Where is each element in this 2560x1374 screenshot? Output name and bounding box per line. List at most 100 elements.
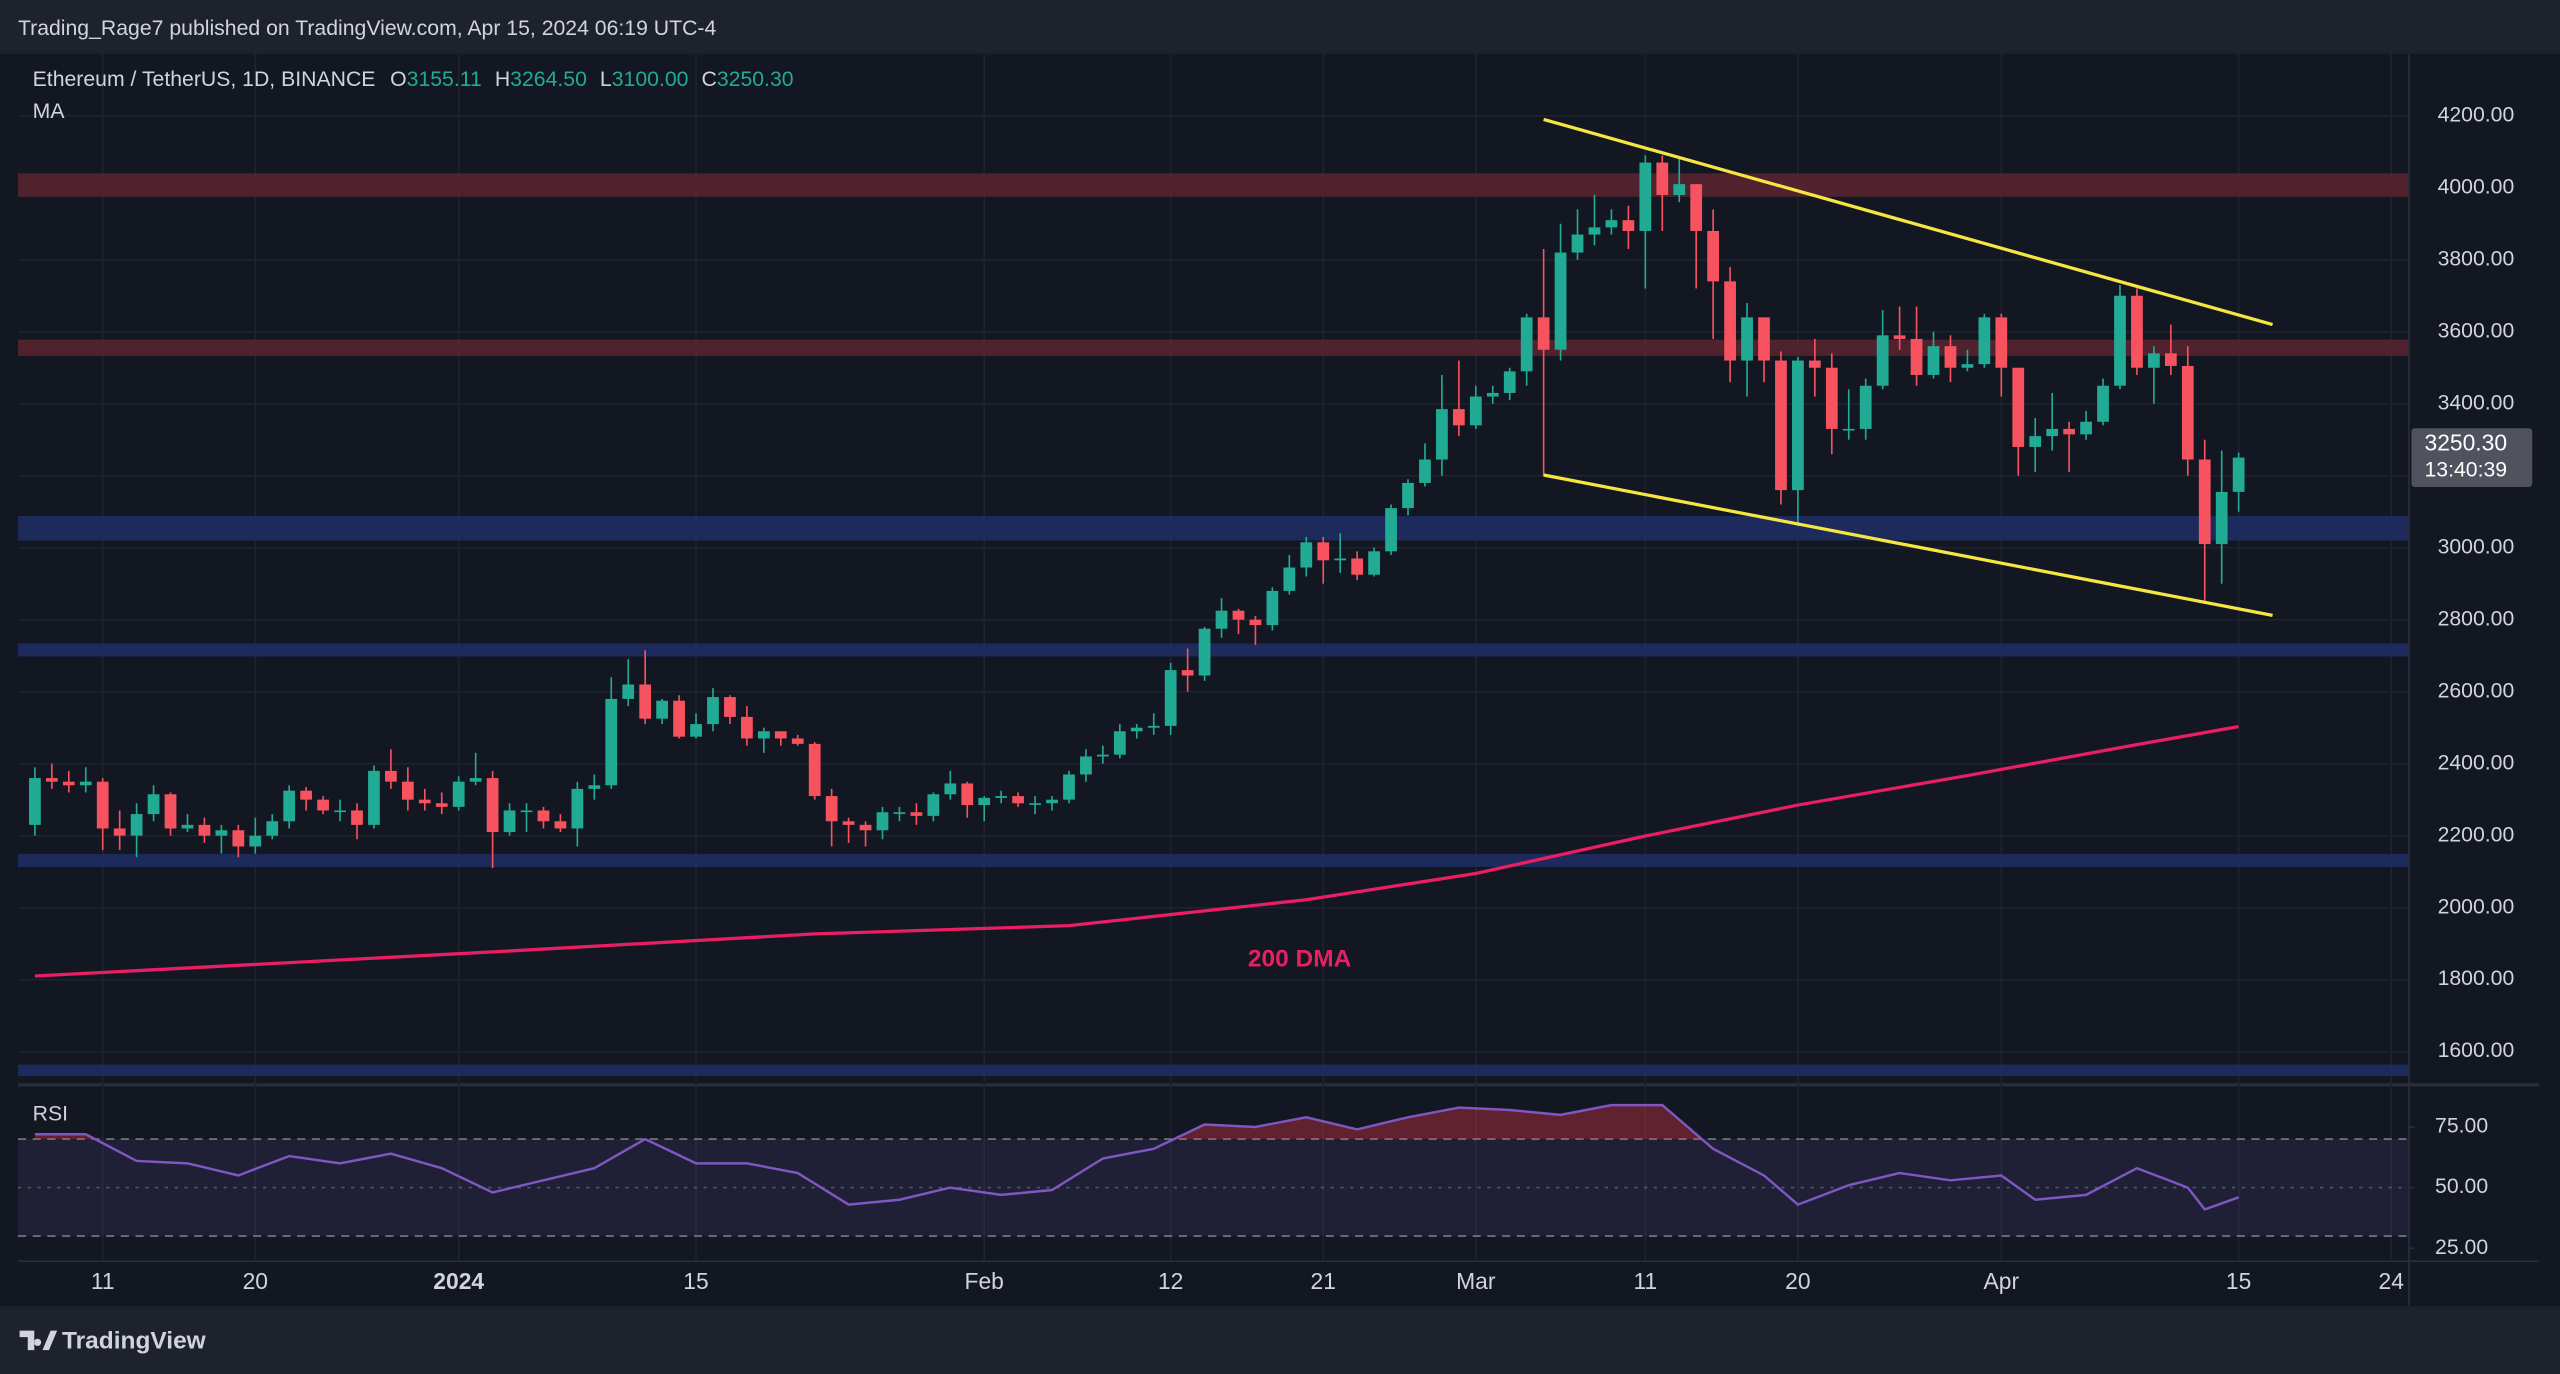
candle-body <box>1792 360 1804 491</box>
rsi-tick-label: 75.00 <box>2435 1115 2488 1138</box>
candle-body <box>1842 428 1855 431</box>
candle-body <box>1368 551 1380 575</box>
candle-body <box>1469 396 1482 426</box>
candle-body <box>791 738 804 744</box>
candle-body <box>639 684 652 719</box>
y-tick-label: 3400.00 <box>2438 391 2515 414</box>
zone <box>17 643 2409 657</box>
x-tick-label: 24 <box>2379 1268 2405 1294</box>
candle-body <box>1385 508 1397 552</box>
candle-body <box>927 794 940 816</box>
candle-body <box>1859 385 1872 429</box>
candle-body <box>385 770 397 782</box>
y-tick-label: 2000.00 <box>2438 895 2515 918</box>
candle-body <box>1096 754 1109 757</box>
candle-body <box>2046 428 2059 437</box>
candle-body <box>1113 731 1126 755</box>
candle-body <box>1588 227 1601 235</box>
y-tick-label: 3800.00 <box>2438 247 2515 270</box>
candle-body <box>1029 803 1041 805</box>
y-tick-label: 4000.00 <box>2438 175 2515 198</box>
candle-body <box>571 788 584 829</box>
zone <box>17 173 2409 197</box>
candle-body <box>978 797 991 806</box>
candle-body <box>1080 756 1092 775</box>
candle-body <box>537 810 550 822</box>
logo-text: TradingView <box>62 1327 207 1354</box>
candle-body <box>554 821 567 829</box>
candle-body <box>1605 220 1618 228</box>
candle-body <box>2164 353 2177 366</box>
candle-body <box>1622 220 1635 231</box>
candle-body <box>79 781 92 786</box>
candle-body <box>1961 364 1974 368</box>
x-tick-label: 15 <box>2226 1268 2251 1294</box>
candle-body <box>486 778 499 833</box>
candle-body <box>1232 610 1245 620</box>
y-tick-label: 2200.00 <box>2438 823 2515 846</box>
x-tick-label: Mar <box>1456 1268 1496 1294</box>
candle-body <box>198 824 211 836</box>
candle-body <box>2215 491 2228 545</box>
candle-body <box>249 835 262 847</box>
candle-body <box>1893 335 1906 339</box>
candle-body <box>656 700 669 719</box>
ohlc-value: 3155.11 <box>407 68 482 91</box>
candle-body <box>1419 459 1431 483</box>
x-tick-label: 20 <box>1785 1268 1810 1294</box>
last-price-tag <box>2411 428 2533 488</box>
zone <box>17 516 2409 541</box>
candle-body <box>1944 346 1957 368</box>
candle-body <box>45 778 58 782</box>
y-tick-label: 3600.00 <box>2438 319 2515 342</box>
candle-body <box>2198 459 2211 545</box>
candle-body <box>1825 367 1838 429</box>
ohlc-value: 3100.00 <box>612 68 689 91</box>
candle-body <box>29 778 41 825</box>
logo: TradingView <box>19 1327 207 1354</box>
ma-line <box>34 724 2239 978</box>
candle-body <box>1741 317 1753 361</box>
candle-body <box>130 814 143 836</box>
zone <box>17 854 2409 867</box>
candle-body <box>995 796 1008 798</box>
candle-body <box>2131 295 2143 368</box>
candle-body <box>961 783 974 806</box>
candle-body <box>1215 610 1228 629</box>
candle-body <box>1927 346 1940 375</box>
candle-body <box>1520 317 1533 372</box>
candle-body <box>2148 353 2160 368</box>
zone <box>17 339 2409 356</box>
candle-body <box>1673 184 1686 195</box>
x-tick-label: 21 <box>1311 1268 1336 1294</box>
candle-body <box>2029 436 2042 447</box>
candle-body <box>757 731 770 739</box>
candle-body <box>842 821 855 825</box>
candle-body <box>1063 774 1075 800</box>
candle-body <box>1266 590 1279 626</box>
candle-body <box>1639 162 1652 231</box>
candle-body <box>164 794 177 829</box>
candle-body <box>1283 567 1296 591</box>
candle-body <box>1554 252 1567 350</box>
candle-body <box>1300 542 1313 568</box>
ohlc-value: 3250.30 <box>717 68 794 91</box>
candle-body <box>266 821 279 836</box>
legend-header: Ethereum / TetherUS, 1D, BINANCE O3155.11… <box>33 68 794 91</box>
candle-body <box>147 794 160 815</box>
candle-body <box>1503 371 1516 393</box>
candle-body <box>944 783 957 795</box>
candle-body <box>1537 317 1550 350</box>
ma-legend: MA <box>33 100 66 123</box>
candle-body <box>876 812 889 831</box>
candle-body <box>859 824 872 831</box>
candle-body <box>1317 542 1330 561</box>
candle-body <box>1181 670 1194 676</box>
ohlc-key: L <box>600 68 612 91</box>
candle-body <box>2114 295 2126 386</box>
candle-body <box>351 810 363 825</box>
last-price-label: 3250.30 <box>2424 430 2507 456</box>
candle-body <box>1486 392 1499 397</box>
